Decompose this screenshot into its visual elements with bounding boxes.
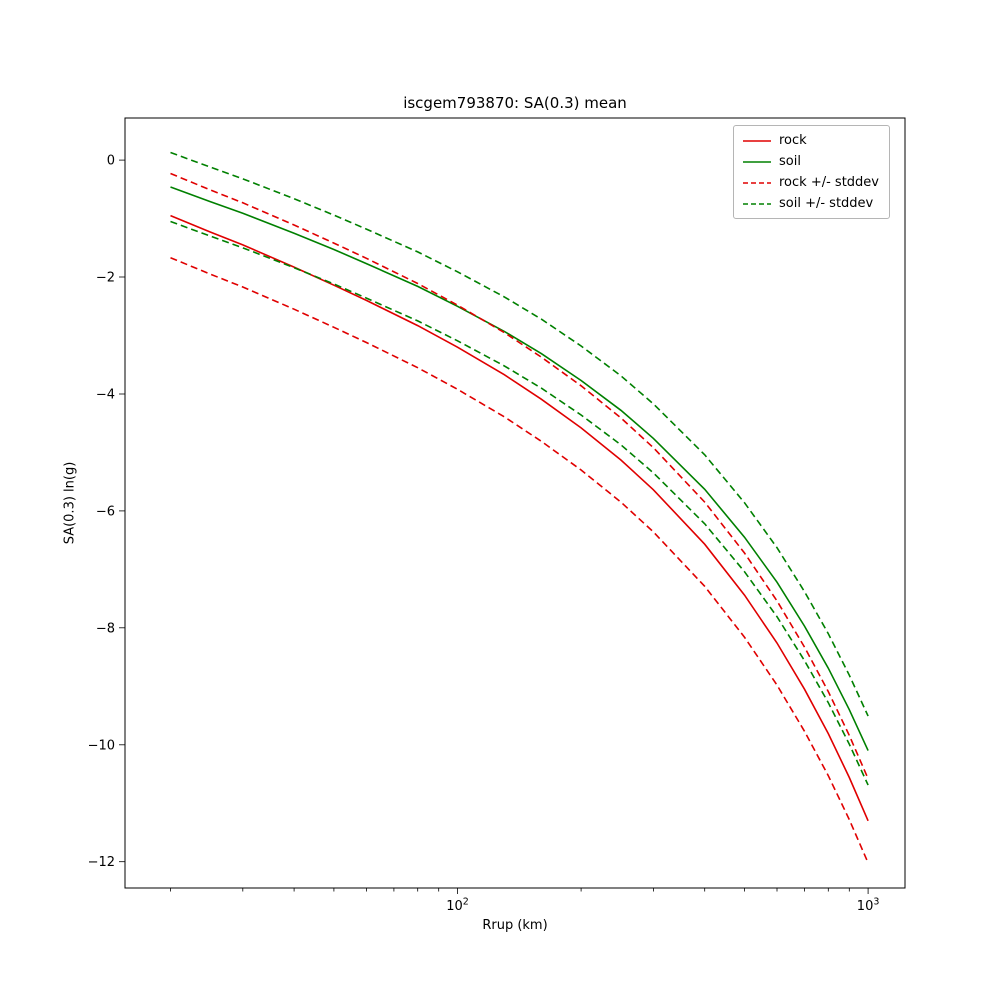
legend-label: rock <box>779 133 807 148</box>
legend-item: soil <box>742 152 879 171</box>
y-tick-label: −4 <box>96 388 115 403</box>
series-soil-lower-stddev-line <box>170 220 869 786</box>
y-tick-label: −10 <box>88 738 115 753</box>
y-tick-label: −2 <box>96 271 115 286</box>
series-soil-upper-stddev-line <box>170 151 869 717</box>
y-axis-label: SA(0.3) ln(g) <box>62 461 78 545</box>
axes-frame <box>124 117 906 889</box>
legend-label: soil <box>779 154 801 169</box>
legend-line-sample <box>743 181 771 184</box>
legend-label: soil +/- stddev <box>779 196 874 211</box>
y-tick-label: −8 <box>96 621 115 636</box>
series-rock-lower-stddev-line <box>170 256 869 864</box>
chart-title: iscgem793870: SA(0.3) mean <box>403 94 627 112</box>
legend-item: rock +/- stddev <box>742 173 879 192</box>
x-axis-label: Rrup (km) <box>482 918 548 933</box>
series-rock-upper-stddev-line <box>170 172 869 780</box>
series-rock-line <box>170 214 869 822</box>
y-tick-label: −12 <box>88 855 115 870</box>
series-soil-line <box>170 186 869 751</box>
legend-line-sample <box>743 160 771 163</box>
legend-item: rock <box>742 131 879 150</box>
y-tick-label: 0 <box>107 154 115 169</box>
legend-line-sample <box>743 202 771 205</box>
legend-item: soil +/- stddev <box>742 194 879 213</box>
y-tick-label: −6 <box>96 504 115 519</box>
legend-line-sample <box>743 139 771 142</box>
x-tick-label: 103 <box>857 897 880 915</box>
legend: rock soil rock +/- stddev soil +/- stddev <box>733 125 890 219</box>
legend-label: rock +/- stddev <box>779 175 879 190</box>
x-tick-label: 102 <box>446 897 469 915</box>
